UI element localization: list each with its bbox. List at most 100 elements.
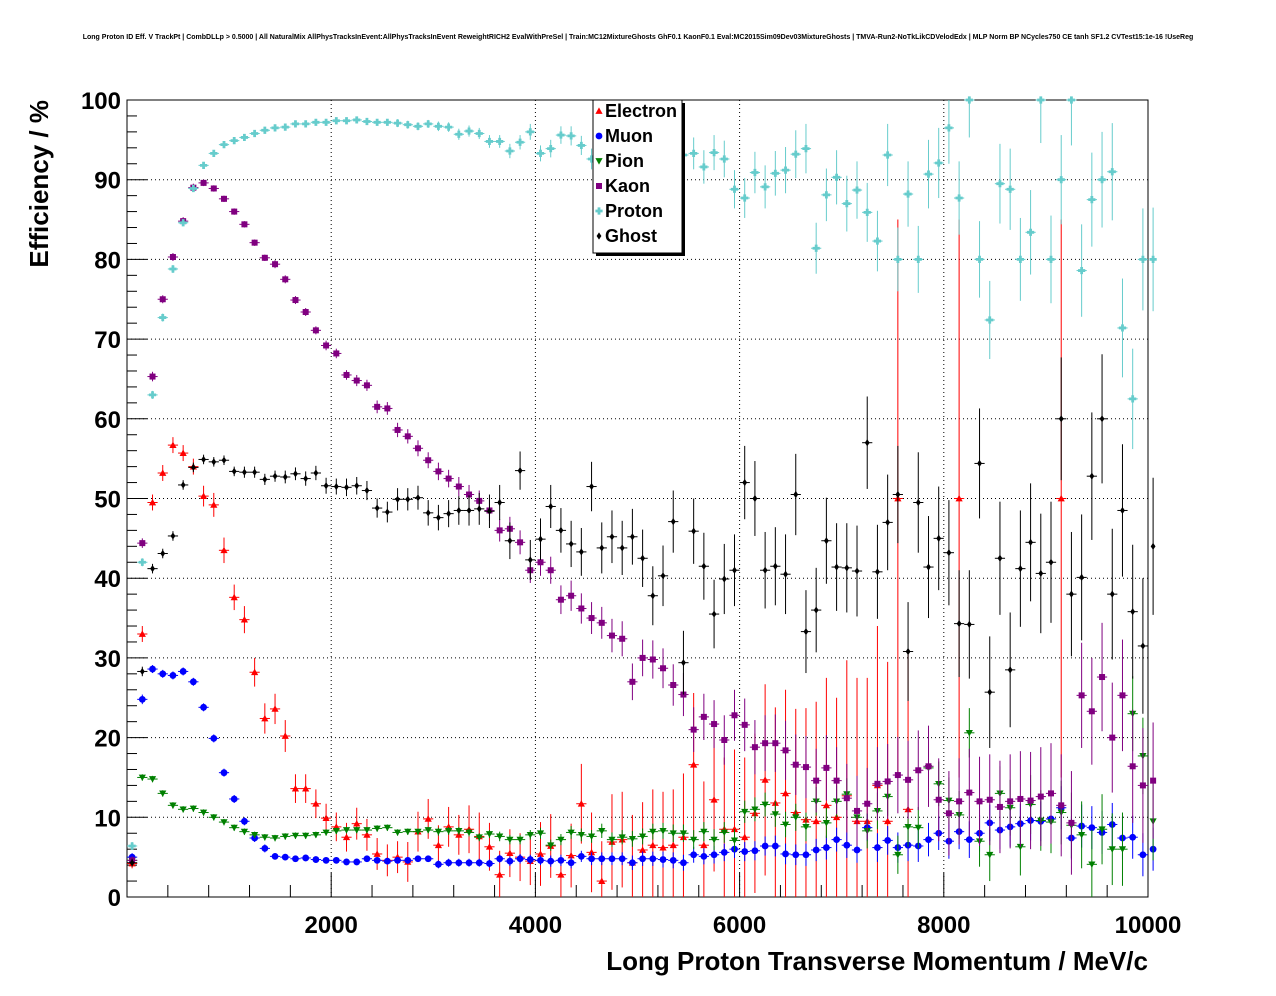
data-point — [730, 825, 739, 833]
data-point — [1139, 255, 1147, 263]
data-point — [547, 145, 555, 153]
data-point — [160, 549, 166, 558]
data-point — [905, 776, 912, 783]
data-point — [435, 860, 442, 868]
data-point — [150, 565, 155, 573]
data-point — [251, 668, 259, 676]
data-point — [1089, 472, 1095, 480]
legend-label: Pion — [605, 151, 644, 171]
data-point — [475, 834, 483, 841]
data-point — [965, 96, 973, 104]
data-point — [557, 131, 565, 139]
data-point — [874, 780, 881, 787]
data-point — [445, 123, 453, 131]
data-point — [240, 616, 249, 623]
legend-label: Muon — [605, 126, 653, 146]
data-point — [751, 806, 759, 813]
data-point — [751, 744, 758, 751]
legend-entry-pion: Pion — [595, 151, 644, 171]
data-point — [506, 849, 514, 857]
data-point — [823, 764, 830, 771]
data-point — [669, 830, 677, 837]
data-point — [834, 563, 839, 571]
data-point — [395, 495, 400, 503]
data-point — [812, 244, 820, 252]
legend-box — [592, 99, 683, 254]
data-point — [598, 827, 606, 835]
data-point — [363, 117, 371, 126]
y-tick-label: 100 — [81, 88, 121, 115]
data-point — [1099, 415, 1105, 423]
data-point — [884, 151, 892, 159]
data-point — [1068, 819, 1075, 826]
data-point — [700, 713, 707, 720]
data-point — [986, 796, 993, 803]
data-point — [730, 185, 739, 193]
data-point — [863, 208, 871, 216]
data-point — [864, 439, 870, 447]
data-point — [781, 789, 790, 797]
data-point — [1088, 196, 1096, 204]
data-point — [772, 562, 778, 570]
data-point — [567, 859, 575, 867]
data-point — [700, 841, 708, 849]
data-point — [659, 843, 667, 851]
data-point — [281, 732, 289, 739]
data-point — [802, 823, 810, 831]
data-point — [1088, 824, 1096, 832]
data-point — [720, 829, 728, 837]
data-point — [272, 472, 278, 480]
legend-entry-electron: Electron — [595, 101, 677, 121]
data-point — [577, 831, 585, 839]
data-point — [1047, 255, 1055, 263]
data-point — [822, 819, 830, 827]
data-point — [822, 191, 830, 199]
data-point — [618, 855, 626, 863]
data-point — [659, 827, 667, 835]
data-point — [373, 118, 381, 126]
data-point — [282, 473, 288, 481]
data-point — [537, 559, 544, 566]
data-point — [1026, 228, 1035, 236]
data-point — [782, 747, 789, 754]
data-point — [343, 371, 350, 378]
data-point — [822, 801, 830, 809]
data-point — [915, 767, 922, 774]
data-point — [1140, 642, 1146, 650]
data-point — [342, 827, 351, 834]
data-point — [741, 194, 749, 202]
data-point — [485, 843, 494, 850]
x-axis-title: Long Proton Transverse Momentum / MeV/c — [606, 946, 1148, 976]
data-point — [670, 681, 677, 688]
data-point — [720, 155, 728, 163]
data-point — [373, 825, 381, 833]
data-point — [332, 856, 340, 864]
data-point — [210, 185, 217, 192]
data-point — [782, 850, 789, 858]
y-tick-label: 0 — [108, 885, 121, 912]
data-point — [955, 194, 963, 202]
data-point — [843, 841, 851, 849]
data-point — [383, 824, 391, 832]
data-point — [404, 828, 412, 836]
data-point — [690, 851, 698, 859]
data-point — [374, 403, 381, 410]
data-point — [302, 832, 310, 840]
data-point — [587, 833, 596, 841]
data-point — [466, 506, 472, 515]
data-point — [475, 129, 483, 138]
data-point — [271, 124, 279, 132]
data-point — [424, 855, 432, 863]
data-point — [128, 842, 136, 850]
legend-label: Proton — [605, 201, 663, 221]
y-tick-label: 40 — [94, 566, 121, 593]
data-point — [414, 828, 422, 836]
data-point — [281, 853, 289, 861]
data-point — [240, 828, 249, 836]
data-point — [781, 821, 790, 829]
x-tick-label: 10000 — [1115, 912, 1182, 939]
data-point — [557, 871, 565, 878]
x-tick-label: 2000 — [305, 912, 358, 939]
data-point — [628, 835, 636, 843]
data-point — [271, 852, 279, 860]
